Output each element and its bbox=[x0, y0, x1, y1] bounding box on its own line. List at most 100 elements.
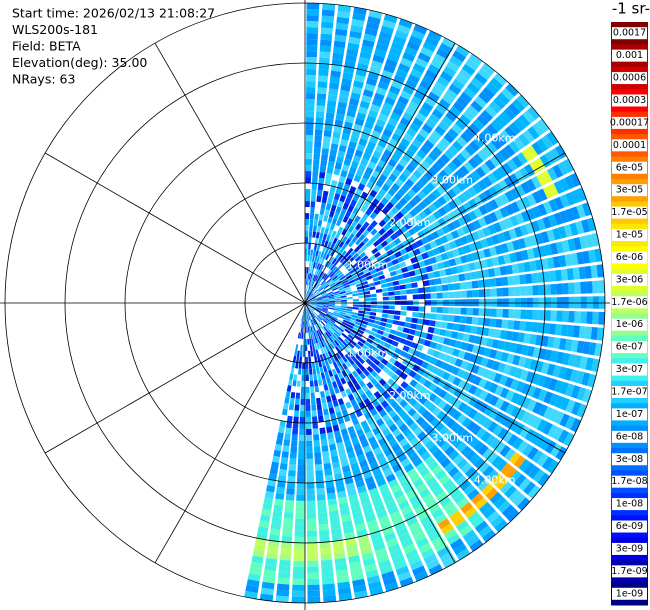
range-gate bbox=[570, 418, 582, 433]
range-gate bbox=[421, 346, 430, 354]
range-gate bbox=[437, 336, 445, 344]
range-label: 4.00km bbox=[474, 131, 516, 144]
range-gate bbox=[340, 138, 349, 147]
range-gate bbox=[360, 205, 368, 213]
range-gate bbox=[429, 240, 438, 249]
range-label: 5 bbox=[534, 89, 541, 102]
range-gate bbox=[309, 374, 314, 381]
range-gate bbox=[532, 387, 542, 400]
range-gate bbox=[394, 468, 406, 478]
range-gate bbox=[564, 253, 573, 267]
range-gate bbox=[300, 326, 303, 333]
range-gate bbox=[322, 365, 328, 373]
range-gate bbox=[308, 307, 314, 313]
range-gate bbox=[488, 408, 499, 420]
range-gate bbox=[501, 504, 516, 518]
range-gate bbox=[333, 340, 340, 347]
range-gate bbox=[363, 508, 375, 517]
range-gate bbox=[565, 208, 575, 222]
range-gate bbox=[432, 146, 443, 157]
range-gate bbox=[456, 136, 468, 148]
range-gate bbox=[366, 216, 374, 225]
range-gate bbox=[259, 593, 274, 602]
range-gate bbox=[356, 350, 364, 357]
range-gate bbox=[383, 576, 397, 586]
range-gate bbox=[554, 196, 565, 210]
range-gate bbox=[355, 231, 363, 239]
range-gate bbox=[546, 167, 558, 181]
range-gate bbox=[332, 237, 338, 245]
range-gate bbox=[307, 279, 310, 286]
range-gate bbox=[476, 326, 484, 336]
range-gate bbox=[321, 196, 328, 204]
range-gate bbox=[325, 172, 333, 180]
range-gate bbox=[432, 433, 443, 444]
range-gate bbox=[574, 296, 581, 309]
colorbar-label: 3e-07 bbox=[616, 364, 643, 375]
range-gate bbox=[559, 210, 569, 224]
colorbar-label-box bbox=[612, 273, 647, 286]
range-gate bbox=[314, 309, 320, 315]
range-gate bbox=[456, 181, 467, 192]
range-gate bbox=[548, 393, 559, 407]
range-gate bbox=[362, 268, 370, 274]
range-gate bbox=[374, 472, 384, 482]
range-gate bbox=[359, 251, 367, 259]
range-gate bbox=[380, 25, 394, 35]
range-gate bbox=[520, 249, 529, 261]
range-gate bbox=[434, 320, 442, 328]
range-gate bbox=[380, 521, 392, 531]
range-gate bbox=[381, 287, 389, 293]
range-gate bbox=[422, 227, 431, 236]
range-gate bbox=[417, 406, 427, 416]
range-gate bbox=[324, 178, 331, 186]
range-gate bbox=[311, 410, 317, 417]
range-gate bbox=[464, 144, 476, 156]
range-gate bbox=[315, 250, 319, 257]
range-gate bbox=[419, 420, 430, 430]
range-gate bbox=[405, 178, 415, 188]
range-gate bbox=[275, 492, 285, 500]
range-gate bbox=[400, 138, 411, 148]
range-gate bbox=[342, 520, 353, 528]
range-gate bbox=[359, 326, 366, 332]
range-gate bbox=[365, 430, 374, 440]
range-gate bbox=[292, 422, 299, 429]
range-gate bbox=[368, 436, 377, 445]
range-gate bbox=[295, 362, 299, 369]
range-gate bbox=[334, 34, 347, 43]
range-gate bbox=[378, 248, 387, 255]
range-gate bbox=[443, 165, 454, 176]
range-gate bbox=[382, 292, 389, 297]
range-gate bbox=[398, 438, 409, 448]
range-gate bbox=[278, 469, 287, 476]
range-gate bbox=[325, 222, 331, 229]
range-gate bbox=[317, 323, 322, 329]
range-gate bbox=[385, 473, 396, 483]
range-gate bbox=[379, 350, 387, 358]
range-gate bbox=[440, 276, 448, 284]
range-gate bbox=[362, 172, 371, 181]
range-gate bbox=[318, 421, 325, 429]
range-gate bbox=[592, 311, 599, 325]
range-gate bbox=[350, 24, 364, 33]
range-gate bbox=[508, 366, 518, 377]
range-gate bbox=[521, 196, 532, 209]
colorbar-label-box bbox=[612, 430, 647, 443]
range-gate bbox=[408, 521, 421, 532]
range-gate bbox=[345, 368, 352, 376]
range-gate bbox=[328, 308, 335, 312]
range-gate bbox=[489, 101, 502, 114]
range-gate bbox=[305, 273, 307, 280]
range-gate bbox=[354, 245, 361, 253]
range-gate bbox=[320, 310, 327, 315]
range-gate bbox=[544, 284, 551, 295]
range-gate bbox=[592, 280, 599, 294]
range-gate bbox=[441, 115, 454, 127]
range-gate bbox=[500, 243, 509, 254]
range-gate bbox=[369, 255, 376, 262]
range-gate bbox=[556, 297, 563, 309]
range-gate bbox=[341, 279, 349, 285]
range-gate bbox=[413, 248, 421, 256]
range-gate bbox=[294, 536, 305, 543]
